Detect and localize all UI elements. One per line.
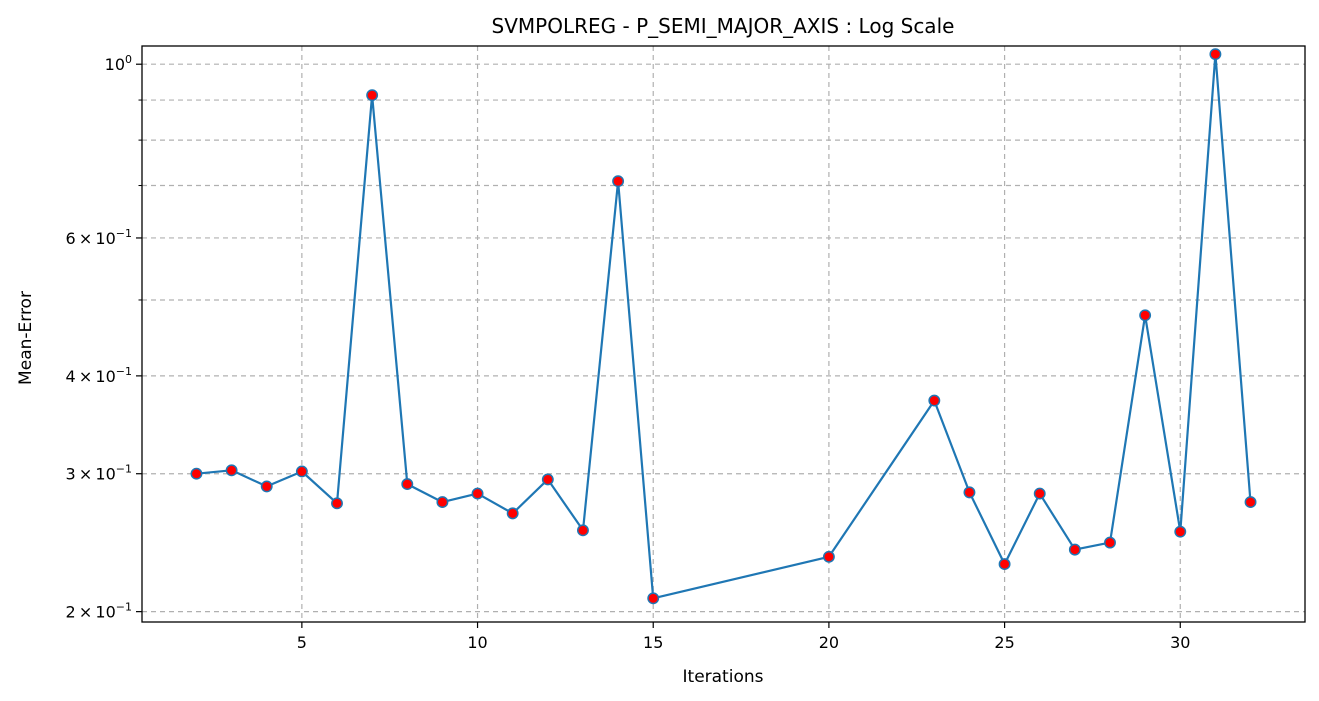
data-point (647, 592, 660, 605)
y-tick-label: 2 × 10−1 (65, 601, 132, 622)
data-point (928, 394, 941, 407)
data-point (612, 175, 625, 188)
y-tick-label: 3 × 10−1 (65, 463, 132, 484)
data-point (1174, 525, 1187, 538)
data-point (471, 487, 484, 500)
data-point (1033, 487, 1046, 500)
x-tick-label: 5 (297, 633, 307, 652)
data-point (963, 486, 976, 499)
y-tick-exponent: −1 (116, 227, 132, 240)
x-tick-label: 30 (1170, 633, 1190, 652)
data-point (366, 89, 379, 102)
y-tick-base: 10 (105, 55, 125, 74)
y-tick-exponent: 0 (125, 53, 132, 66)
data-point (822, 550, 835, 563)
data-point (190, 467, 203, 480)
data-point (1139, 309, 1152, 322)
y-tick-label: 6 × 10−1 (65, 227, 132, 248)
y-tick-exponent: −1 (116, 463, 132, 476)
y-tick-exponent: −1 (116, 601, 132, 614)
data-point (401, 478, 414, 491)
x-tick-label: 15 (643, 633, 663, 652)
data-point (1104, 536, 1116, 549)
y-tick-mantissa: 2 × 10 (65, 603, 115, 622)
data-point (998, 558, 1011, 571)
data-point (225, 464, 238, 477)
y-tick-exponent: −1 (116, 365, 132, 378)
data-point (331, 497, 343, 510)
data-point (1068, 543, 1081, 556)
y-tick-mantissa: 3 × 10 (65, 465, 115, 484)
data-point (1244, 496, 1257, 509)
data-point (577, 524, 589, 537)
data-point (260, 480, 273, 493)
y-tick-label: 100 (105, 53, 132, 74)
x-tick-label: 10 (467, 633, 487, 652)
x-tick-label: 20 (819, 633, 839, 652)
data-point (1209, 48, 1222, 61)
y-tick-mantissa: 4 × 10 (65, 367, 115, 386)
plot-frame (141, 45, 1306, 623)
y-axis-label: Mean-Error (16, 291, 36, 385)
y-tick-mantissa: 6 × 10 (65, 229, 115, 248)
grid (142, 46, 1305, 622)
x-axis-ticks: 5 10 15 20 25 30 (297, 622, 1190, 652)
data-point (436, 496, 449, 509)
chart-title: SVMPOLREG - P_SEMI_MAJOR_AXIS : Log Scal… (492, 14, 955, 38)
x-tick-label: 25 (994, 633, 1014, 652)
data-point (541, 473, 554, 486)
y-tick-label: 4 × 10−1 (65, 365, 132, 386)
x-axis-label: Iterations (683, 667, 764, 687)
series-markers (190, 48, 1257, 605)
data-point (295, 465, 308, 478)
data-point (506, 507, 519, 520)
